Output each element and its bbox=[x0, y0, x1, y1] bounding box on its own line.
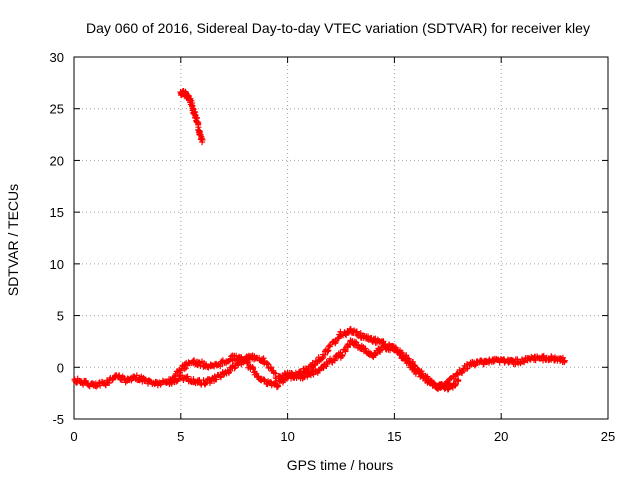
data-point bbox=[321, 351, 328, 358]
data-point bbox=[339, 351, 346, 358]
data-point bbox=[561, 358, 568, 365]
data-point bbox=[373, 350, 380, 357]
data-point bbox=[362, 345, 369, 352]
axis-ticks: 0 5 10 15 20 25 -5 0 5 10 15 20 25 30 bbox=[50, 50, 616, 444]
x-tick-label: 10 bbox=[280, 429, 294, 444]
x-axis-label: GPS time / hours bbox=[287, 457, 394, 473]
x-tick-label: 0 bbox=[70, 429, 77, 444]
data-point bbox=[431, 380, 438, 387]
data-point bbox=[331, 357, 338, 364]
x-tick-label: 20 bbox=[494, 429, 508, 444]
data-point bbox=[403, 352, 410, 359]
data-point bbox=[398, 350, 405, 357]
y-tick-label: 30 bbox=[50, 50, 64, 65]
data-point bbox=[445, 385, 452, 392]
data-point bbox=[427, 377, 434, 384]
data-point bbox=[342, 348, 349, 355]
data-point bbox=[324, 348, 331, 355]
series-upper-arc bbox=[177, 87, 206, 146]
y-tick-label: 25 bbox=[50, 102, 64, 117]
data-point bbox=[213, 376, 220, 383]
data-point bbox=[330, 356, 337, 363]
data-point bbox=[311, 361, 318, 368]
y-tick-label: 15 bbox=[50, 205, 64, 220]
data-point bbox=[274, 382, 281, 389]
data-point bbox=[561, 357, 568, 364]
y-axis-label: SDTVAR / TECUs bbox=[5, 184, 21, 296]
x-tick-label: 25 bbox=[601, 429, 615, 444]
plot-frame bbox=[73, 56, 609, 420]
data-point bbox=[202, 380, 209, 387]
y-tick-label: 20 bbox=[50, 153, 64, 168]
y-tick-label: -5 bbox=[52, 412, 64, 427]
data-point bbox=[93, 383, 100, 390]
data-point bbox=[409, 364, 416, 371]
data-point bbox=[453, 381, 460, 388]
data-point bbox=[163, 380, 170, 387]
y-tick-label: 0 bbox=[57, 360, 64, 375]
data-point bbox=[199, 139, 206, 146]
x-tick-label: 5 bbox=[177, 429, 184, 444]
data-point bbox=[128, 377, 135, 384]
chart-title: Day 060 of 2016, Sidereal Day-to-day VTE… bbox=[86, 20, 590, 36]
data-point bbox=[250, 365, 257, 372]
data-point bbox=[455, 376, 462, 383]
y-tick-label: 5 bbox=[57, 309, 64, 324]
y-tick-label: 10 bbox=[50, 257, 64, 272]
grid bbox=[74, 57, 608, 419]
data-point bbox=[471, 362, 478, 369]
data-point bbox=[211, 373, 218, 380]
data-point bbox=[182, 365, 189, 372]
x-tick-label: 15 bbox=[387, 429, 401, 444]
data-point bbox=[451, 375, 458, 382]
data-points bbox=[71, 87, 568, 393]
series-secondary-track bbox=[166, 337, 462, 393]
data-point bbox=[116, 372, 123, 379]
